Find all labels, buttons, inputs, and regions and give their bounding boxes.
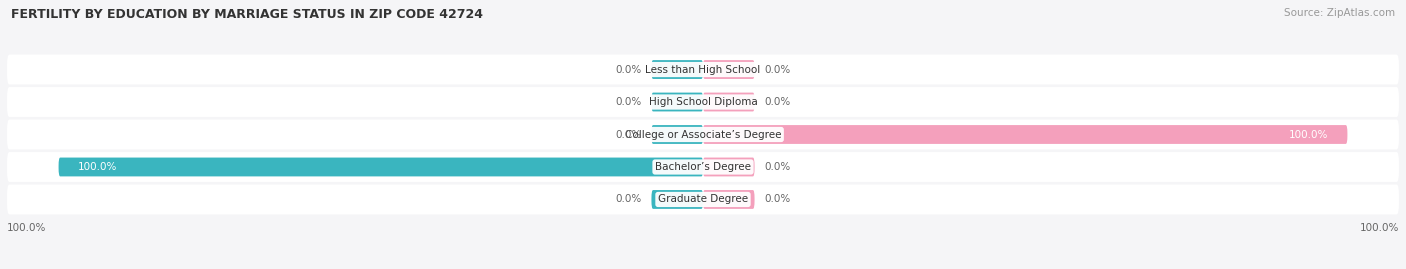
FancyBboxPatch shape [59, 158, 703, 176]
FancyBboxPatch shape [7, 152, 1399, 182]
FancyBboxPatch shape [7, 55, 1399, 84]
FancyBboxPatch shape [703, 158, 755, 176]
FancyBboxPatch shape [651, 60, 703, 79]
Text: 100.0%: 100.0% [77, 162, 117, 172]
FancyBboxPatch shape [651, 125, 703, 144]
FancyBboxPatch shape [703, 190, 755, 209]
FancyBboxPatch shape [703, 60, 755, 79]
FancyBboxPatch shape [7, 119, 1399, 150]
Text: 0.0%: 0.0% [616, 129, 641, 140]
FancyBboxPatch shape [651, 93, 703, 111]
Text: Source: ZipAtlas.com: Source: ZipAtlas.com [1284, 8, 1395, 18]
Text: 0.0%: 0.0% [765, 194, 790, 204]
FancyBboxPatch shape [703, 125, 1347, 144]
Text: Less than High School: Less than High School [645, 65, 761, 75]
Text: 100.0%: 100.0% [1289, 129, 1329, 140]
FancyBboxPatch shape [7, 87, 1399, 117]
Text: 0.0%: 0.0% [616, 97, 641, 107]
Text: High School Diploma: High School Diploma [648, 97, 758, 107]
Text: FERTILITY BY EDUCATION BY MARRIAGE STATUS IN ZIP CODE 42724: FERTILITY BY EDUCATION BY MARRIAGE STATU… [11, 8, 484, 21]
Text: 100.0%: 100.0% [7, 223, 46, 233]
FancyBboxPatch shape [651, 190, 703, 209]
FancyBboxPatch shape [703, 93, 755, 111]
Text: Graduate Degree: Graduate Degree [658, 194, 748, 204]
FancyBboxPatch shape [7, 185, 1399, 214]
Text: 0.0%: 0.0% [765, 162, 790, 172]
Text: Bachelor’s Degree: Bachelor’s Degree [655, 162, 751, 172]
Text: 0.0%: 0.0% [765, 65, 790, 75]
Text: College or Associate’s Degree: College or Associate’s Degree [624, 129, 782, 140]
Text: 0.0%: 0.0% [616, 65, 641, 75]
Text: 0.0%: 0.0% [765, 97, 790, 107]
Text: 0.0%: 0.0% [616, 194, 641, 204]
Text: 100.0%: 100.0% [1360, 223, 1399, 233]
